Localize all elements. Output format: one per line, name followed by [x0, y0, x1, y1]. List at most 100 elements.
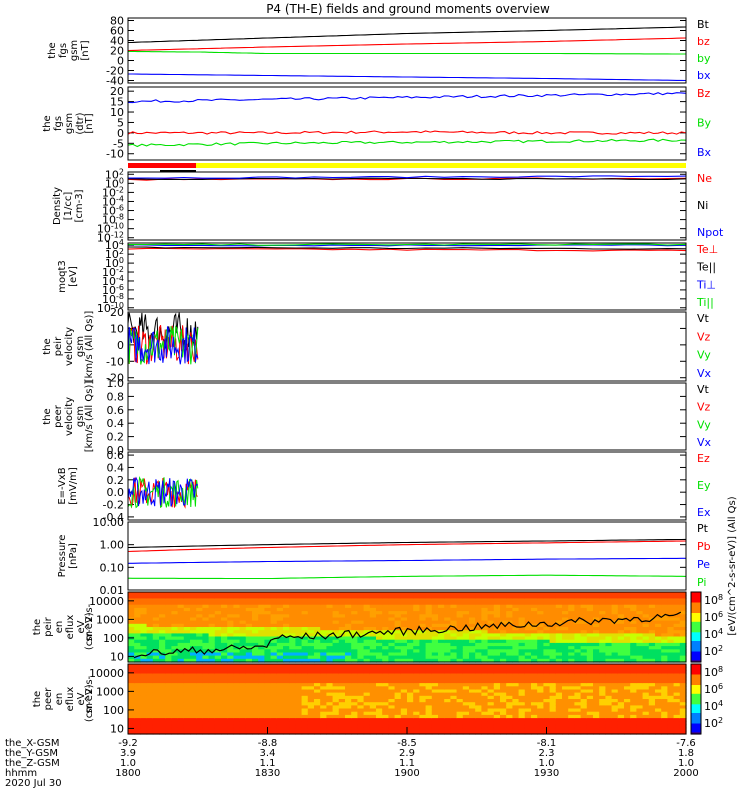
heatmap-cell — [673, 592, 681, 596]
heatmap-cell — [264, 686, 272, 691]
heatmap-cell — [326, 649, 334, 654]
heatmap-cell — [642, 639, 650, 644]
heatmap-cell — [475, 604, 482, 609]
heatmap-cell — [264, 636, 272, 641]
heatmap-cell — [190, 627, 197, 631]
heatmap-cell — [549, 639, 557, 644]
heatmap-cell — [431, 730, 439, 735]
heatmap-cell — [345, 627, 352, 631]
heatmap-cell — [202, 652, 210, 657]
heatmap-cell — [673, 673, 681, 678]
heatmap-cell — [307, 692, 315, 697]
heatmap-cell — [524, 692, 532, 697]
heatmap-cell — [512, 627, 520, 631]
heatmap-cell — [599, 695, 606, 700]
heatmap-cell — [183, 727, 191, 732]
heatmap-cell — [283, 592, 290, 596]
heatmap-cell — [481, 718, 489, 722]
heatmap-cell — [177, 601, 185, 606]
heatmap-cell — [283, 705, 290, 710]
heatmap-cell — [208, 614, 216, 619]
heatmap-cell — [425, 673, 433, 678]
heatmap-cell — [419, 620, 427, 625]
heatmap-cell — [518, 652, 526, 657]
heatmap-cell — [252, 718, 259, 722]
heatmap-cell — [140, 617, 148, 622]
heatmap-cell — [661, 699, 668, 703]
heatmap-cell — [469, 714, 476, 719]
heatmap-cell — [227, 595, 234, 599]
legend-label: Vz — [697, 330, 711, 343]
heatmap-cell — [307, 639, 315, 644]
heatmap-cell — [661, 636, 668, 641]
panel-density: Density [1/cc] [cm-3]10210010-210-410-610-… — [52, 167, 724, 244]
heatmap-cell — [307, 679, 315, 684]
y-tick-label: -20 — [106, 372, 124, 385]
heatmap-cell — [214, 686, 222, 691]
heatmap-cell — [159, 705, 166, 710]
heatmap-cell — [605, 598, 613, 603]
heatmap-cell — [444, 652, 451, 657]
heatmap-cell — [289, 607, 296, 612]
heatmap-cell — [394, 676, 402, 681]
heatmap-cell — [407, 595, 414, 599]
heatmap-cell — [270, 642, 278, 647]
heatmap-cell — [549, 620, 557, 625]
heatmap-cell — [493, 652, 501, 657]
heatmap-cell — [295, 705, 303, 710]
heatmap-cell — [326, 670, 334, 675]
heatmap-cell — [134, 718, 141, 722]
heatmap-cell — [357, 664, 365, 668]
heatmap-cell — [549, 724, 557, 729]
heatmap-cell — [506, 670, 513, 675]
heatmap-cell — [400, 670, 408, 675]
heatmap-cell — [611, 614, 619, 619]
heatmap-cell — [431, 692, 439, 697]
heatmap-cell — [524, 642, 532, 647]
heatmap-cell — [338, 630, 346, 634]
heatmap-cell — [599, 646, 606, 650]
heatmap-cell — [134, 649, 141, 654]
heatmap-cell — [208, 702, 216, 706]
heatmap-cell — [543, 623, 551, 628]
heatmap-cell — [177, 730, 185, 735]
heatmap-cell — [469, 708, 476, 713]
heatmap-cell — [252, 699, 259, 703]
heatmap-cell — [438, 670, 445, 675]
heatmap-cell — [208, 655, 216, 660]
heatmap-cell — [518, 714, 526, 719]
heatmap-cell — [295, 676, 303, 681]
heatmap-cell — [289, 695, 296, 700]
heatmap-cell — [611, 702, 619, 706]
heatmap-cell — [394, 679, 402, 684]
heatmap-cell — [661, 686, 668, 691]
heatmap-cell — [481, 667, 489, 671]
y-axis-label: [nT] — [80, 40, 91, 60]
heatmap-cell — [128, 711, 135, 716]
heatmap-cell — [264, 604, 272, 609]
heatmap-cell — [586, 667, 594, 671]
heatmap-cell — [295, 655, 303, 660]
heatmap-cell — [593, 689, 600, 694]
heatmap-cell — [289, 699, 296, 703]
heatmap-cell — [227, 642, 234, 647]
heatmap-cell — [624, 592, 631, 596]
colorbar-swatch — [691, 693, 701, 697]
heatmap-cell — [611, 699, 619, 703]
heatmap-cell — [586, 658, 594, 663]
heatmap-cell — [568, 730, 575, 735]
heatmap-cell — [394, 711, 402, 716]
heatmap-cell — [413, 611, 420, 615]
heatmap-cell — [134, 627, 141, 631]
heatmap-cell — [450, 649, 458, 654]
heatmap-cell — [617, 702, 625, 706]
heatmap-cell — [679, 614, 687, 619]
heatmap-cell — [345, 673, 352, 678]
heatmap-cell — [301, 630, 309, 634]
heatmap-cell — [562, 601, 569, 606]
heatmap-cell — [431, 699, 439, 703]
heatmap-cell — [636, 598, 644, 603]
heatmap-cell — [413, 730, 420, 735]
